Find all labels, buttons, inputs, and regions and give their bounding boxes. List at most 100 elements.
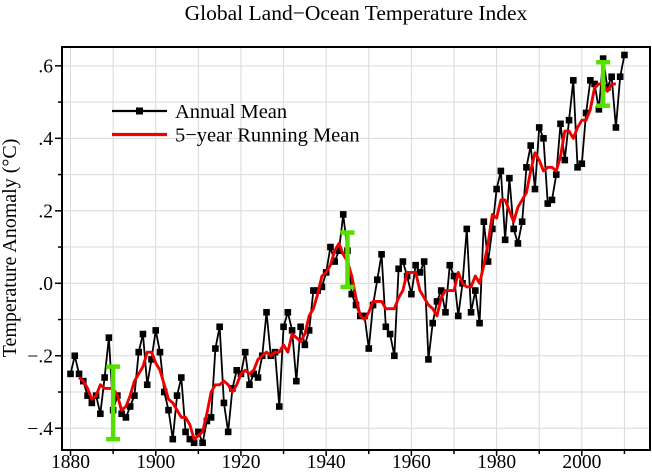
annual-mean-marker [190,439,198,447]
annual-mean-marker [284,308,292,316]
chart-title: Global Land−Ocean Temperature Index [185,1,528,25]
annual-mean-marker [352,301,360,309]
annual-mean-marker [361,312,368,320]
annual-mean-marker [616,73,624,81]
tick-labels: 1880 1900 1920 1940 1960 1980 2000 .6 .4 .2 .0 −.2 −… [27,56,601,473]
annual-mean-marker [425,356,432,363]
annual-mean-marker [467,308,475,316]
annual-mean-marker [378,250,385,258]
annual-mean-marker [408,290,415,298]
annual-mean-marker [399,258,407,265]
plot-border [61,46,651,451]
annual-mean-marker [565,116,573,124]
annual-mean-marker [139,330,147,338]
annual-mean-marker [182,428,189,436]
annual-mean-marker [195,428,202,436]
annual-mean-marker [557,120,564,128]
x-tick-label: 2000 [562,452,601,473]
annual-mean-marker [493,185,500,193]
annual-mean-marker [288,327,296,334]
annual-mean-marker [523,164,530,171]
annual-mean-marker [348,290,356,298]
annual-mean-marker [331,258,338,265]
legend-label: Annual Mean [175,101,287,123]
annual-mean-marker [75,370,83,378]
annual-mean-marker [578,160,586,167]
annual-mean-marker [88,399,96,407]
annual-mean-marker [160,388,168,396]
annual-mean-marker [497,167,505,175]
annual-mean-marker [152,327,160,334]
annual-mean-marker [480,218,488,225]
annual-mean-marker [165,406,172,414]
annual-mean-marker [156,348,164,356]
annual-mean-marker [250,370,258,378]
x-tick-label: 1960 [392,452,431,473]
uncertainty-bars [106,59,611,442]
annual-mean-marker [450,272,458,280]
annual-mean-marker [544,200,552,207]
annual-mean-marker [395,265,402,273]
legend-sample-marker [136,107,143,115]
annual-mean-marker [501,236,509,244]
annual-mean-marker [263,308,270,316]
annual-mean-marker [531,185,539,193]
annual-mean-marker [135,348,142,356]
annual-mean-marker [67,370,74,378]
annual-mean-marker [442,308,449,316]
annual-mean-marker [186,435,194,443]
annual-mean-marker [454,312,462,320]
legend-label: 5−year Running Mean [175,125,360,147]
x-tick-label: 1980 [477,452,516,473]
annual-mean-marker [246,381,253,389]
annual-mean-marker [472,287,479,294]
annual-mean-marker [514,240,522,247]
x-tick-label: 1940 [307,452,346,473]
annual-mean-marker [446,261,454,269]
y-tick-label: .2 [38,201,53,222]
annual-mean-marker [148,356,155,363]
annual-mean-marker [84,392,91,399]
annual-mean-marker [595,106,603,113]
annual-mean-marker [612,124,620,131]
x-tick-label: 1920 [221,452,260,473]
annual-mean-marker [621,51,628,59]
annual-mean-marker [318,283,326,291]
annual-mean-marker [591,80,598,88]
annual-mean-marker [199,439,206,447]
annual-mean-marker [429,319,436,327]
annual-mean-marker [335,247,343,254]
annual-mean-marker [118,410,125,418]
annual-mean-marker [420,258,428,265]
annual-mean-marker [374,276,381,283]
annual-mean-marker [484,258,492,265]
annual-mean-marker [276,403,283,410]
annual-mean-marker [310,287,317,294]
annual-mean-marker [301,341,309,349]
annual-mean-marker [548,196,556,204]
annual-mean-marker [169,435,177,443]
annual-mean-marker [212,345,219,352]
annual-mean-marker [510,225,517,233]
annual-mean-marker [131,392,138,399]
annual-mean-marker [463,225,471,233]
annual-mean-marker [105,334,113,341]
x-tick-label: 1880 [51,452,90,473]
y-tick-label: .4 [38,129,53,150]
annual-mean-marker [386,330,394,338]
annual-mean-marker [220,399,228,407]
x-tick-label: 1900 [136,452,175,473]
annual-mean-marker [126,403,134,410]
annual-mean-marker [97,410,104,418]
annual-mean-marker [327,243,334,251]
annual-mean-marker [433,298,441,305]
annual-mean-marker [207,414,215,421]
y-tick-label: .6 [38,56,53,77]
annual-mean-marker [574,164,581,171]
y-tick-label: −.4 [27,419,53,440]
y-tick-label: .0 [38,274,53,295]
annual-mean-marker [216,323,223,331]
